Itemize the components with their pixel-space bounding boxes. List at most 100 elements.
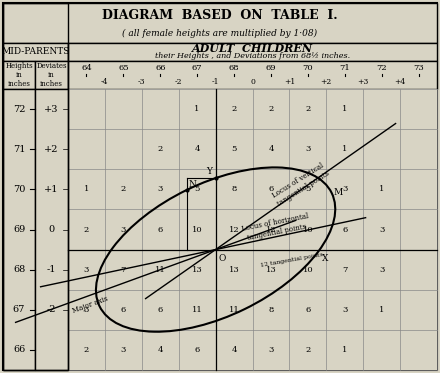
Text: 13: 13 [229, 266, 239, 274]
Text: 2: 2 [268, 105, 274, 113]
Text: ADULT  CHILDREN: ADULT CHILDREN [192, 43, 313, 54]
Text: 10: 10 [303, 266, 313, 274]
Text: +1: +1 [284, 78, 295, 86]
Text: 71: 71 [339, 64, 350, 72]
Text: 3: 3 [158, 185, 163, 193]
Text: 6: 6 [158, 226, 163, 233]
Text: 7: 7 [342, 266, 348, 274]
Text: 68: 68 [229, 64, 239, 72]
Text: DIAGRAM  BASED  ON  TABLE  I.: DIAGRAM BASED ON TABLE I. [102, 9, 338, 22]
Text: 2: 2 [84, 346, 89, 354]
Text: Locus of vertical
tangential points: Locus of vertical tangential points [271, 161, 331, 208]
Text: 67: 67 [192, 64, 202, 72]
Text: Locus of horizontal
tangential points: Locus of horizontal tangential points [241, 212, 311, 243]
Text: -2: -2 [175, 78, 183, 86]
Text: -2: -2 [47, 305, 56, 314]
Text: 71: 71 [13, 145, 25, 154]
Text: 3: 3 [84, 266, 89, 274]
Text: 3: 3 [121, 226, 126, 233]
Text: 7: 7 [121, 266, 126, 274]
Text: 1: 1 [84, 185, 89, 193]
Text: +1: +1 [44, 185, 59, 194]
Text: 3: 3 [305, 145, 311, 153]
Bar [3, 3, 437, 43]
Text: 66: 66 [155, 64, 165, 72]
Text: 69: 69 [266, 64, 276, 72]
Text: 66: 66 [13, 345, 25, 354]
Text: 10: 10 [303, 226, 313, 233]
Text: 72: 72 [376, 64, 387, 72]
Bar [68, 61, 437, 89]
Text: -4: -4 [101, 78, 109, 86]
Text: 6: 6 [194, 346, 200, 354]
Text: 2: 2 [84, 226, 89, 233]
Text: 1: 1 [342, 105, 348, 113]
Text: 1: 1 [379, 306, 384, 314]
Text: +4: +4 [395, 78, 406, 86]
Text: 5: 5 [231, 145, 237, 153]
Text: X: X [322, 254, 328, 263]
Text: 1: 1 [342, 145, 348, 153]
Text: O: O [219, 254, 226, 263]
Text: 1: 1 [194, 105, 200, 113]
Text: 73: 73 [413, 64, 424, 72]
Bar [3, 43, 68, 61]
Text: 8: 8 [268, 306, 274, 314]
Text: 13: 13 [266, 266, 276, 274]
Text: 11: 11 [155, 266, 165, 274]
Text: 64: 64 [81, 64, 92, 72]
Text: 68: 68 [13, 265, 25, 274]
Text: 3: 3 [121, 346, 126, 354]
Text: 2: 2 [305, 105, 311, 113]
Text: -1: -1 [212, 78, 220, 86]
Text: 1: 1 [342, 346, 348, 354]
Bar [35, 89, 68, 370]
Bar [35, 61, 68, 89]
Text: 3: 3 [342, 306, 348, 314]
Text: Major axis: Major axis [72, 294, 110, 315]
Text: 10: 10 [192, 226, 202, 233]
Text: 5: 5 [305, 185, 311, 193]
Text: Deviates
in
inches: Deviates in inches [36, 62, 67, 88]
Text: 12: 12 [229, 226, 239, 233]
Text: 3: 3 [84, 306, 89, 314]
Text: 2: 2 [121, 185, 126, 193]
Bar [3, 89, 35, 370]
Text: -1: -1 [47, 265, 56, 274]
Text: 0: 0 [250, 78, 255, 86]
Text: 4: 4 [194, 145, 200, 153]
Text: 0: 0 [48, 225, 55, 234]
Text: +2: +2 [321, 78, 332, 86]
Text: 3: 3 [379, 266, 384, 274]
Text: 2: 2 [158, 145, 163, 153]
Text: 11: 11 [192, 306, 202, 314]
Text: +3: +3 [358, 78, 369, 86]
Text: 70: 70 [303, 64, 313, 72]
Text: 6: 6 [268, 185, 274, 193]
Text: 12 tangential points: 12 tangential points [260, 252, 324, 267]
Text: N: N [189, 180, 196, 189]
Text: Y: Y [207, 167, 213, 176]
Text: their Heights , and Deviations from 68½ inches.: their Heights , and Deviations from 68½ … [155, 52, 350, 60]
Text: 67: 67 [13, 305, 25, 314]
Text: 3: 3 [268, 346, 274, 354]
Text: M: M [334, 188, 343, 197]
Text: 2: 2 [231, 105, 237, 113]
Text: -3: -3 [138, 78, 146, 86]
Bar [68, 89, 437, 370]
Text: MID-PARENTS: MID-PARENTS [1, 47, 70, 56]
Text: 5: 5 [194, 185, 200, 193]
Text: 65: 65 [118, 64, 128, 72]
Text: 6: 6 [158, 306, 163, 314]
Text: +2: +2 [44, 145, 59, 154]
Text: +3: +3 [44, 104, 59, 113]
Text: 1: 1 [379, 185, 384, 193]
Text: 2: 2 [305, 346, 311, 354]
Text: 70: 70 [13, 185, 25, 194]
Bar [3, 61, 35, 89]
Text: 72: 72 [13, 104, 25, 113]
Text: 69: 69 [13, 225, 25, 234]
Text: 3: 3 [342, 185, 348, 193]
Text: ( all female heights are multiplied by 1·08): ( all female heights are multiplied by 1… [122, 28, 318, 38]
Text: 8: 8 [231, 185, 237, 193]
